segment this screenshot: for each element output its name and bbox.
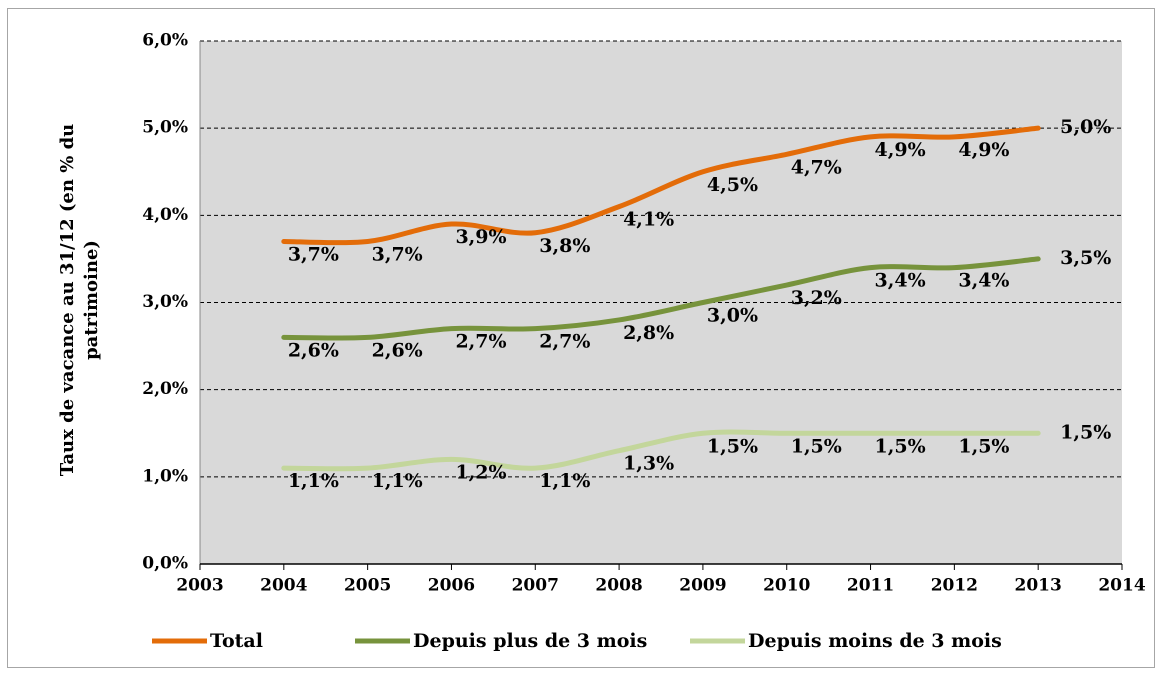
x-tick-label: 2003 — [176, 576, 223, 596]
plot-area — [200, 41, 1122, 564]
data-label: 3,2% — [791, 287, 842, 309]
y-tick-label: 6,0% — [142, 31, 188, 51]
data-label: 1,2% — [455, 461, 506, 483]
y-tick-label: 1,0% — [142, 466, 188, 486]
data-label: 2,6% — [372, 339, 423, 361]
data-label: 4,7% — [791, 156, 842, 178]
data-label: 1,1% — [539, 470, 590, 492]
data-label: 1,5% — [707, 435, 758, 457]
data-label: 3,4% — [958, 270, 1009, 292]
x-tick-label: 2006 — [428, 576, 475, 596]
line — [281, 429, 1041, 472]
y-tick-label: 2,0% — [142, 379, 188, 399]
x-tick-label: 2007 — [512, 576, 559, 596]
data-label: 3,7% — [288, 243, 339, 265]
y-tick-label: 5,0% — [142, 118, 188, 138]
x-tick-label: 2013 — [1015, 576, 1062, 596]
data-label: 3,0% — [707, 305, 758, 327]
data-label: 1,5% — [791, 435, 842, 457]
x-tick-label: 2014 — [1098, 576, 1145, 596]
x-tick-label: 2009 — [679, 576, 726, 596]
x-tick-label: 2008 — [595, 576, 642, 596]
data-label: 4,9% — [958, 139, 1009, 161]
legend-label: Total — [210, 630, 263, 652]
data-label: 3,9% — [455, 226, 506, 248]
line — [281, 256, 1041, 341]
data-label: 2,6% — [288, 339, 339, 361]
data-label: 3,8% — [539, 235, 590, 257]
x-tick-label: 2011 — [847, 576, 894, 596]
x-tick-label: 2012 — [931, 576, 978, 596]
data-label: 4,5% — [707, 174, 758, 196]
data-label: 3,7% — [372, 243, 423, 265]
y-tick-label: 0,0% — [142, 554, 188, 574]
data-label: 1,3% — [623, 453, 674, 475]
data-label: 2,7% — [539, 331, 590, 353]
data-label: 1,5% — [1060, 421, 1111, 443]
data-label: 1,1% — [288, 470, 339, 492]
data-label: 4,9% — [875, 139, 926, 161]
y-tick-label: 3,0% — [142, 292, 188, 312]
legend-label: Depuis moins de 3 mois — [748, 630, 1002, 652]
data-label: 1,5% — [875, 435, 926, 457]
y-axis-title: Taux de vacance au 31/12 (en % du — [57, 124, 78, 477]
data-label: 4,1% — [623, 209, 674, 231]
x-tick-label: 2004 — [260, 576, 307, 596]
data-label: 1,1% — [372, 470, 423, 492]
data-label: 3,5% — [1060, 247, 1111, 269]
y-tick-label: 4,0% — [142, 205, 188, 225]
line — [281, 125, 1041, 246]
data-label: 5,0% — [1060, 116, 1111, 138]
data-label: 2,7% — [455, 331, 506, 353]
x-tick-label: 2010 — [763, 576, 810, 596]
y-axis-title: patrimoine) — [81, 240, 102, 360]
legend-label: Depuis plus de 3 mois — [413, 630, 647, 652]
data-label: 3,4% — [875, 270, 926, 292]
data-label: 2,8% — [623, 322, 674, 344]
x-tick-label: 2005 — [344, 576, 391, 596]
data-label: 1,5% — [958, 435, 1009, 457]
